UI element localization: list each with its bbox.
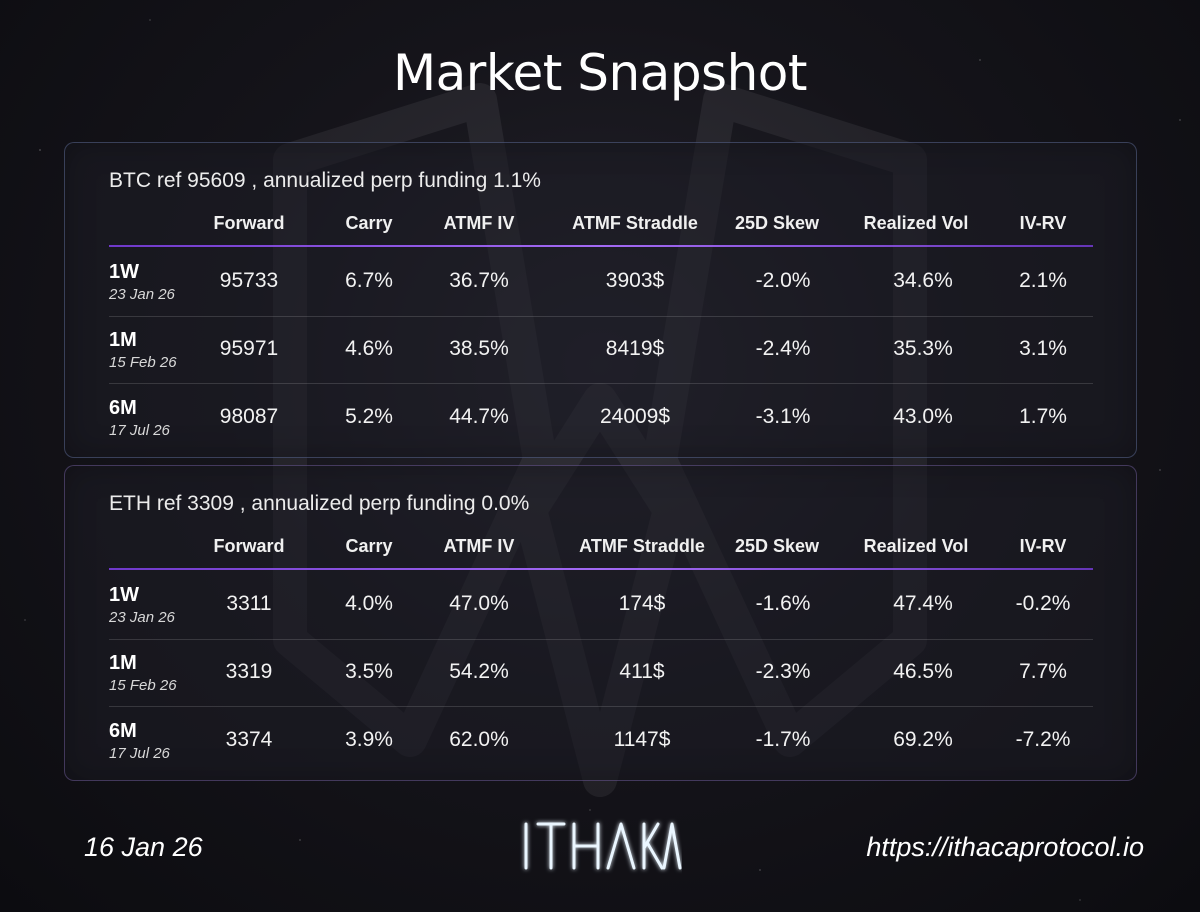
- column-header-realized-vol: Realized Vol: [863, 536, 969, 556]
- row-tenor: 1W: [109, 584, 139, 606]
- cell-carry: 6.7%: [345, 269, 393, 292]
- cell-forward: 98087: [219, 405, 279, 428]
- row-tenor: 1M: [109, 652, 137, 674]
- cell-atmf-iv: 62.0%: [449, 728, 509, 751]
- cell-realized-vol: 47.4%: [893, 592, 953, 615]
- cell-straddle: 24009$: [599, 405, 671, 428]
- cell-forward: 95971: [219, 337, 279, 360]
- cell-carry: 4.6%: [345, 337, 393, 360]
- column-header-iv-rv: IV-RV: [1019, 213, 1067, 233]
- column-header-atmf-iv: ATMF IV: [443, 536, 515, 556]
- cell-iv-rv: 2.1%: [1019, 269, 1067, 292]
- header-divider: [109, 245, 1093, 247]
- column-header-forward: Forward: [213, 213, 285, 233]
- cell-straddle: 411$: [619, 660, 665, 683]
- row-expiry: 15 Feb 26: [109, 354, 177, 371]
- snapshot-date: 16 Jan 26: [84, 832, 203, 862]
- row-tenor: 6M: [109, 397, 137, 419]
- cell-atmf-iv: 47.0%: [449, 592, 509, 615]
- cell-straddle: 8419$: [605, 337, 665, 360]
- cell-skew: -2.0%: [755, 269, 811, 292]
- column-header-carry: Carry: [345, 536, 393, 556]
- cell-forward: 3311: [226, 592, 272, 615]
- column-header-25d-skew: 25D Skew: [734, 536, 820, 556]
- cell-straddle: 1147$: [613, 728, 671, 751]
- cell-forward: 3319: [225, 660, 273, 683]
- row-expiry: 17 Jul 26: [109, 422, 170, 439]
- row-tenor: 1M: [109, 329, 137, 351]
- cell-straddle: 3903$: [605, 269, 665, 292]
- cell-iv-rv: -7.2%: [1015, 728, 1071, 751]
- cell-atmf-iv: 54.2%: [449, 660, 509, 683]
- cell-skew: -2.3%: [755, 660, 811, 683]
- column-header-forward: Forward: [213, 536, 285, 556]
- cell-skew: -3.1%: [755, 405, 811, 428]
- cell-straddle: 174$: [618, 592, 666, 615]
- cell-forward: 95733: [219, 269, 279, 292]
- column-header-atmf-straddle: ATMF Straddle: [572, 213, 698, 233]
- cell-iv-rv: 1.7%: [1019, 405, 1067, 428]
- cell-atmf-iv: 38.5%: [449, 337, 509, 360]
- cell-iv-rv: 3.1%: [1019, 337, 1067, 360]
- eth-panel: ETH ref 3309 , annualized perp funding 0…: [64, 465, 1137, 781]
- page-title: Market Snapshot: [392, 44, 808, 102]
- website-link[interactable]: https://ithacaprotocol.io: [866, 832, 1144, 862]
- cell-iv-rv: 7.7%: [1019, 660, 1067, 683]
- row-expiry: 15 Feb 26: [109, 677, 177, 694]
- header-divider: [109, 568, 1093, 570]
- cell-forward: 3374: [225, 728, 273, 751]
- cell-carry: 5.2%: [345, 405, 393, 428]
- column-header-atmf-iv: ATMF IV: [443, 213, 515, 233]
- row-expiry: 17 Jul 26: [109, 745, 170, 762]
- cell-realized-vol: 35.3%: [893, 337, 953, 360]
- cell-realized-vol: 43.0%: [893, 405, 953, 428]
- btc-panel-header: BTC ref 95609 , annualized perp funding …: [109, 169, 541, 192]
- cell-skew: -1.6%: [755, 592, 811, 615]
- btc-panel: BTC ref 95609 , annualized perp funding …: [64, 142, 1137, 458]
- cell-realized-vol: 34.6%: [893, 269, 953, 292]
- column-header-carry: Carry: [345, 213, 393, 233]
- row-divider: [109, 639, 1093, 640]
- cell-iv-rv: -0.2%: [1015, 592, 1071, 615]
- row-divider: [109, 316, 1093, 317]
- cell-atmf-iv: 36.7%: [449, 269, 509, 292]
- cell-skew: -1.7%: [755, 728, 811, 751]
- column-header-iv-rv: IV-RV: [1019, 536, 1067, 556]
- cell-atmf-iv: 44.7%: [449, 405, 509, 428]
- column-header-atmf-straddle: ATMF Straddle: [579, 536, 705, 556]
- cell-realized-vol: 46.5%: [893, 660, 953, 683]
- cell-carry: 3.9%: [345, 728, 393, 751]
- row-divider: [109, 383, 1093, 384]
- ithaka-logo: [524, 822, 682, 870]
- row-tenor: 6M: [109, 720, 137, 742]
- row-expiry: 23 Jan 26: [109, 286, 175, 303]
- eth-panel-header: ETH ref 3309 , annualized perp funding 0…: [109, 492, 530, 515]
- cell-skew: -2.4%: [755, 337, 811, 360]
- row-expiry: 23 Jan 26: [109, 609, 175, 626]
- row-tenor: 1W: [109, 261, 139, 283]
- row-divider: [109, 706, 1093, 707]
- column-header-realized-vol: Realized Vol: [863, 213, 969, 233]
- cell-realized-vol: 69.2%: [893, 728, 953, 751]
- cell-carry: 4.0%: [345, 592, 393, 615]
- cell-carry: 3.5%: [345, 660, 393, 683]
- column-header-25d-skew: 25D Skew: [734, 213, 820, 233]
